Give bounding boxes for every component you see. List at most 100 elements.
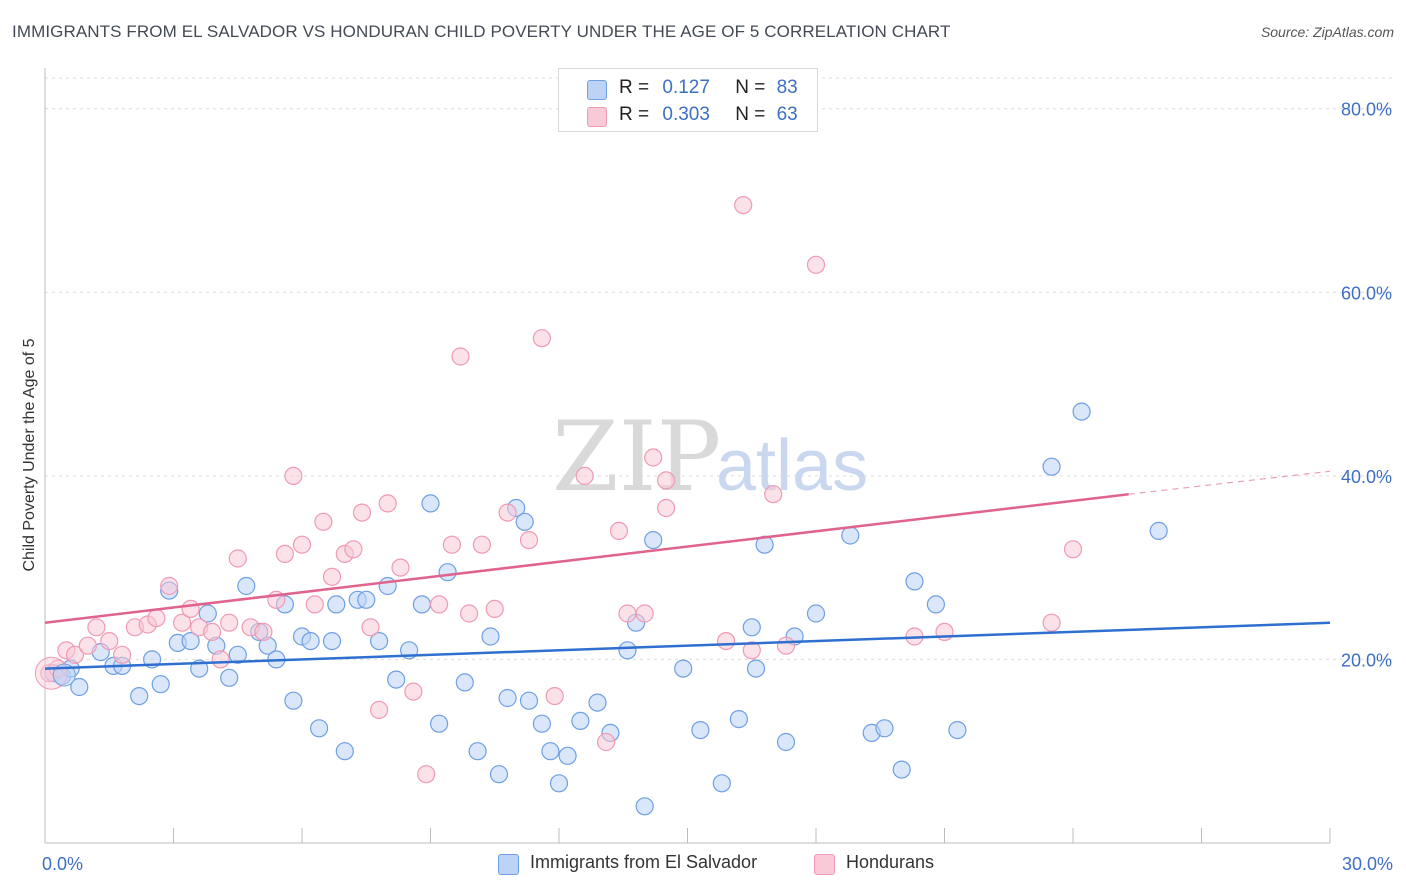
legend-swatch-pink <box>587 107 607 127</box>
data-point <box>468 742 487 761</box>
data-point <box>181 599 200 619</box>
data-point <box>764 485 783 504</box>
series-hondurans <box>40 196 1083 784</box>
data-point <box>284 691 303 710</box>
data-point <box>519 530 539 550</box>
data-point <box>65 645 85 664</box>
data-point <box>481 627 500 646</box>
data-point <box>841 526 860 545</box>
data-point <box>776 636 796 655</box>
r-value: 0.127 <box>662 77 710 98</box>
y-axis-label: Child Poverty Under the Age of 5 <box>21 338 38 571</box>
data-point <box>417 765 436 784</box>
r-label: R = <box>619 104 650 125</box>
trend-line-hondurans <box>44 492 1129 624</box>
watermark: ZIP atlas <box>552 401 868 513</box>
data-point <box>198 604 217 623</box>
stats-legend: R = 0.127 N = 83 R = 0.303 N = 63 <box>558 68 818 132</box>
data-point <box>237 576 256 596</box>
trend-line-el-salvador <box>44 621 1331 670</box>
trend-lines <box>44 470 1331 670</box>
data-point <box>541 742 560 761</box>
data-point <box>421 494 440 513</box>
data-point <box>460 604 479 623</box>
series-legend: Immigrants from El Salvador Hondurans <box>0 852 1406 878</box>
data-point <box>254 622 273 642</box>
n-label: N = <box>735 104 766 125</box>
data-point <box>926 595 946 614</box>
data-point <box>438 563 457 582</box>
legend-swatch-blue <box>498 854 519 875</box>
data-point <box>404 682 423 701</box>
data-point <box>160 576 179 596</box>
n-label: N = <box>735 77 766 98</box>
data-point <box>455 673 474 692</box>
data-point <box>327 595 346 614</box>
data-point <box>442 535 461 554</box>
data-point <box>656 471 676 490</box>
data-point <box>430 714 449 733</box>
data-point <box>674 659 693 678</box>
data-point <box>391 558 410 577</box>
data-point <box>378 494 397 513</box>
data-point <box>635 604 654 623</box>
data-point <box>275 544 294 564</box>
data-point <box>734 196 753 215</box>
data-point <box>314 512 333 531</box>
legend-label-el-salvador: Immigrants from El Salvador <box>530 852 758 872</box>
data-point <box>301 631 320 651</box>
data-point <box>430 595 449 614</box>
data-point <box>370 631 389 651</box>
data-point <box>532 714 552 733</box>
r-value: 0.303 <box>662 104 710 125</box>
y-tick-label: 20.0% <box>1341 650 1392 670</box>
data-point <box>181 631 200 651</box>
legend-label-hondurans: Hondurans <box>846 852 935 872</box>
data-point <box>220 668 239 687</box>
watermark-atlas: atlas <box>716 426 868 506</box>
data-point <box>292 535 312 554</box>
data-point <box>387 670 406 689</box>
data-point <box>558 746 577 765</box>
data-point-cluster <box>52 663 76 687</box>
axes <box>44 68 1331 844</box>
source-label[interactable]: Source: ZipAtlas.com <box>1260 24 1394 40</box>
legend-swatch-pink <box>814 854 835 875</box>
data-point <box>147 608 166 628</box>
data-point <box>472 535 491 554</box>
gridlines <box>45 77 1392 660</box>
data-point <box>498 688 517 708</box>
data-point <box>305 595 324 614</box>
data-point <box>618 604 637 623</box>
data-point <box>742 618 761 637</box>
trend-line-extension <box>1128 470 1331 495</box>
data-point <box>322 567 342 586</box>
data-point <box>746 659 766 678</box>
n-value: 63 <box>776 104 798 125</box>
chart-title: IMMIGRANTS FROM EL SALVADOR VS HONDURAN … <box>12 22 951 41</box>
data-point <box>284 466 303 485</box>
x-tick-label: 30.0% <box>1342 854 1393 874</box>
y-tick-label: 60.0% <box>1341 283 1392 303</box>
data-point <box>806 604 826 623</box>
data-point <box>515 512 534 531</box>
data-point <box>892 760 911 779</box>
data-point <box>519 691 539 710</box>
data-point <box>70 677 89 697</box>
tick-labels: 80.0% 60.0% 40.0% 20.0% 0.0% 30.0% <box>42 100 1393 874</box>
data-point <box>203 622 222 642</box>
data-point <box>948 720 967 740</box>
data-point <box>776 732 796 752</box>
data-point <box>151 675 170 694</box>
data-point <box>712 774 731 793</box>
data-point <box>609 521 629 541</box>
data-point <box>571 711 590 731</box>
data-point <box>905 572 924 591</box>
legend-swatch-blue <box>587 80 607 100</box>
data-point <box>1072 402 1091 421</box>
watermark-zip: ZIP <box>552 401 721 513</box>
data-point <box>489 765 509 784</box>
y-tick-label: 80.0% <box>1341 100 1392 120</box>
data-point <box>344 540 363 559</box>
data-point <box>1042 457 1061 476</box>
